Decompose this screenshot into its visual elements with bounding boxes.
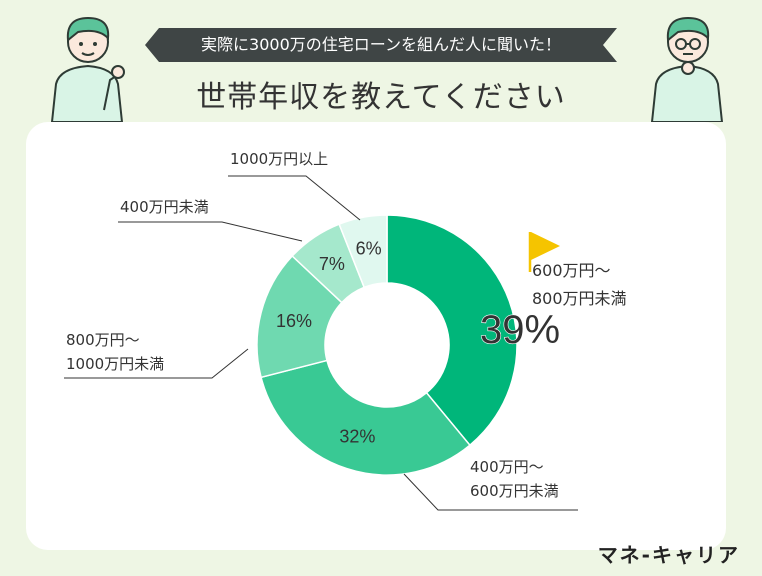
percent-label-2: 32% xyxy=(339,426,375,446)
slice-5 xyxy=(338,214,388,289)
category-label-1: 600万円～ xyxy=(532,261,611,280)
category-label-2: 400万円～ xyxy=(470,458,544,476)
survey-banner: 実際に3000万の住宅ローンを組んだ人に聞いた！ xyxy=(145,28,617,62)
flag-icon xyxy=(531,232,560,260)
percent-label-4: 7% xyxy=(319,254,345,274)
percent-label-5: 6% xyxy=(356,239,382,259)
category-label-5: 1000万円以上 xyxy=(230,150,328,168)
leader-line-4 xyxy=(118,221,303,242)
left-character-illustration xyxy=(50,16,125,122)
chart-title: 世帯年収を教えてください xyxy=(196,80,566,115)
right-character-illustration xyxy=(650,16,724,122)
slice-2 xyxy=(260,359,471,476)
leader-line-2 xyxy=(403,473,578,511)
leader-line-5 xyxy=(228,175,361,221)
percent-label-1: 39% xyxy=(480,308,560,352)
category-label-1: 800万円未満 xyxy=(532,289,627,308)
chart-card xyxy=(26,122,726,550)
slice-1 xyxy=(386,214,518,447)
leader-line-3 xyxy=(64,348,249,379)
brand-logo: マネ-キャリア xyxy=(597,543,740,567)
category-label-4: 400万円未満 xyxy=(120,198,209,216)
category-label-2: 600万円未満 xyxy=(470,482,559,500)
percent-label-3: 16% xyxy=(276,311,312,331)
category-label-3: 1000万円未満 xyxy=(66,355,164,373)
category-label-3: 800万円～ xyxy=(66,331,140,349)
